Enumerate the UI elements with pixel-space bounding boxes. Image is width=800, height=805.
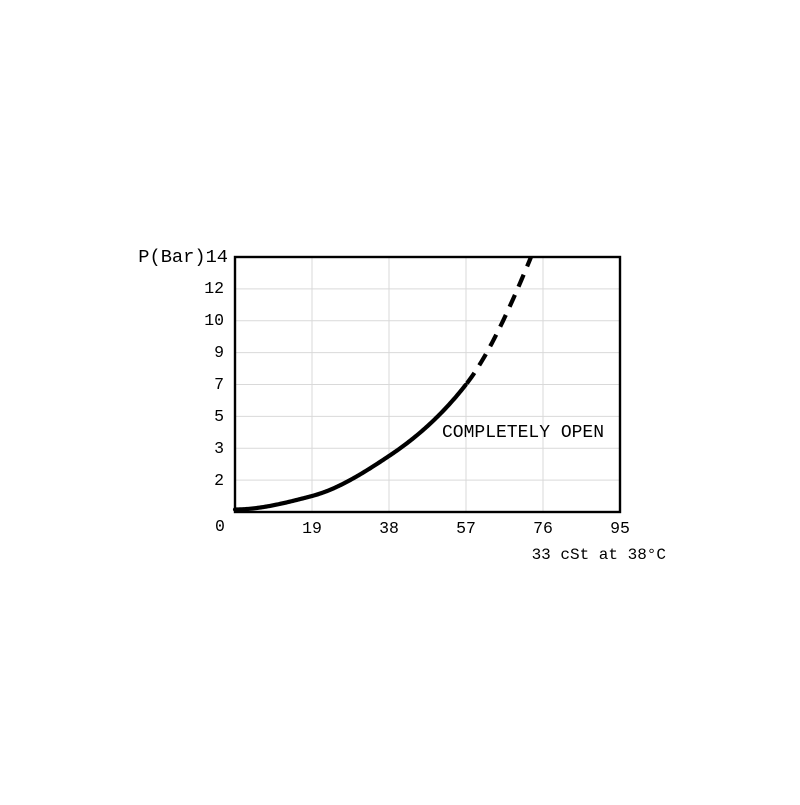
svg-text:5: 5 bbox=[214, 407, 224, 426]
svg-text:3: 3 bbox=[214, 439, 224, 458]
svg-text:76: 76 bbox=[533, 519, 553, 538]
svg-text:33 cSt at 38°C: 33 cSt at 38°C bbox=[532, 546, 666, 564]
svg-text:10: 10 bbox=[204, 311, 224, 330]
svg-text:COMPLETELY OPEN: COMPLETELY OPEN bbox=[442, 423, 604, 443]
svg-text:9: 9 bbox=[214, 343, 224, 362]
svg-text:7: 7 bbox=[214, 375, 224, 394]
svg-text:12: 12 bbox=[204, 279, 224, 298]
svg-text:0: 0 bbox=[215, 517, 225, 536]
svg-text:2: 2 bbox=[214, 471, 224, 490]
svg-text:95: 95 bbox=[610, 519, 630, 538]
svg-text:38: 38 bbox=[379, 519, 399, 538]
svg-text:19: 19 bbox=[302, 519, 322, 538]
svg-text:P(Bar)14: P(Bar)14 bbox=[138, 246, 228, 268]
svg-text:57: 57 bbox=[456, 519, 476, 538]
